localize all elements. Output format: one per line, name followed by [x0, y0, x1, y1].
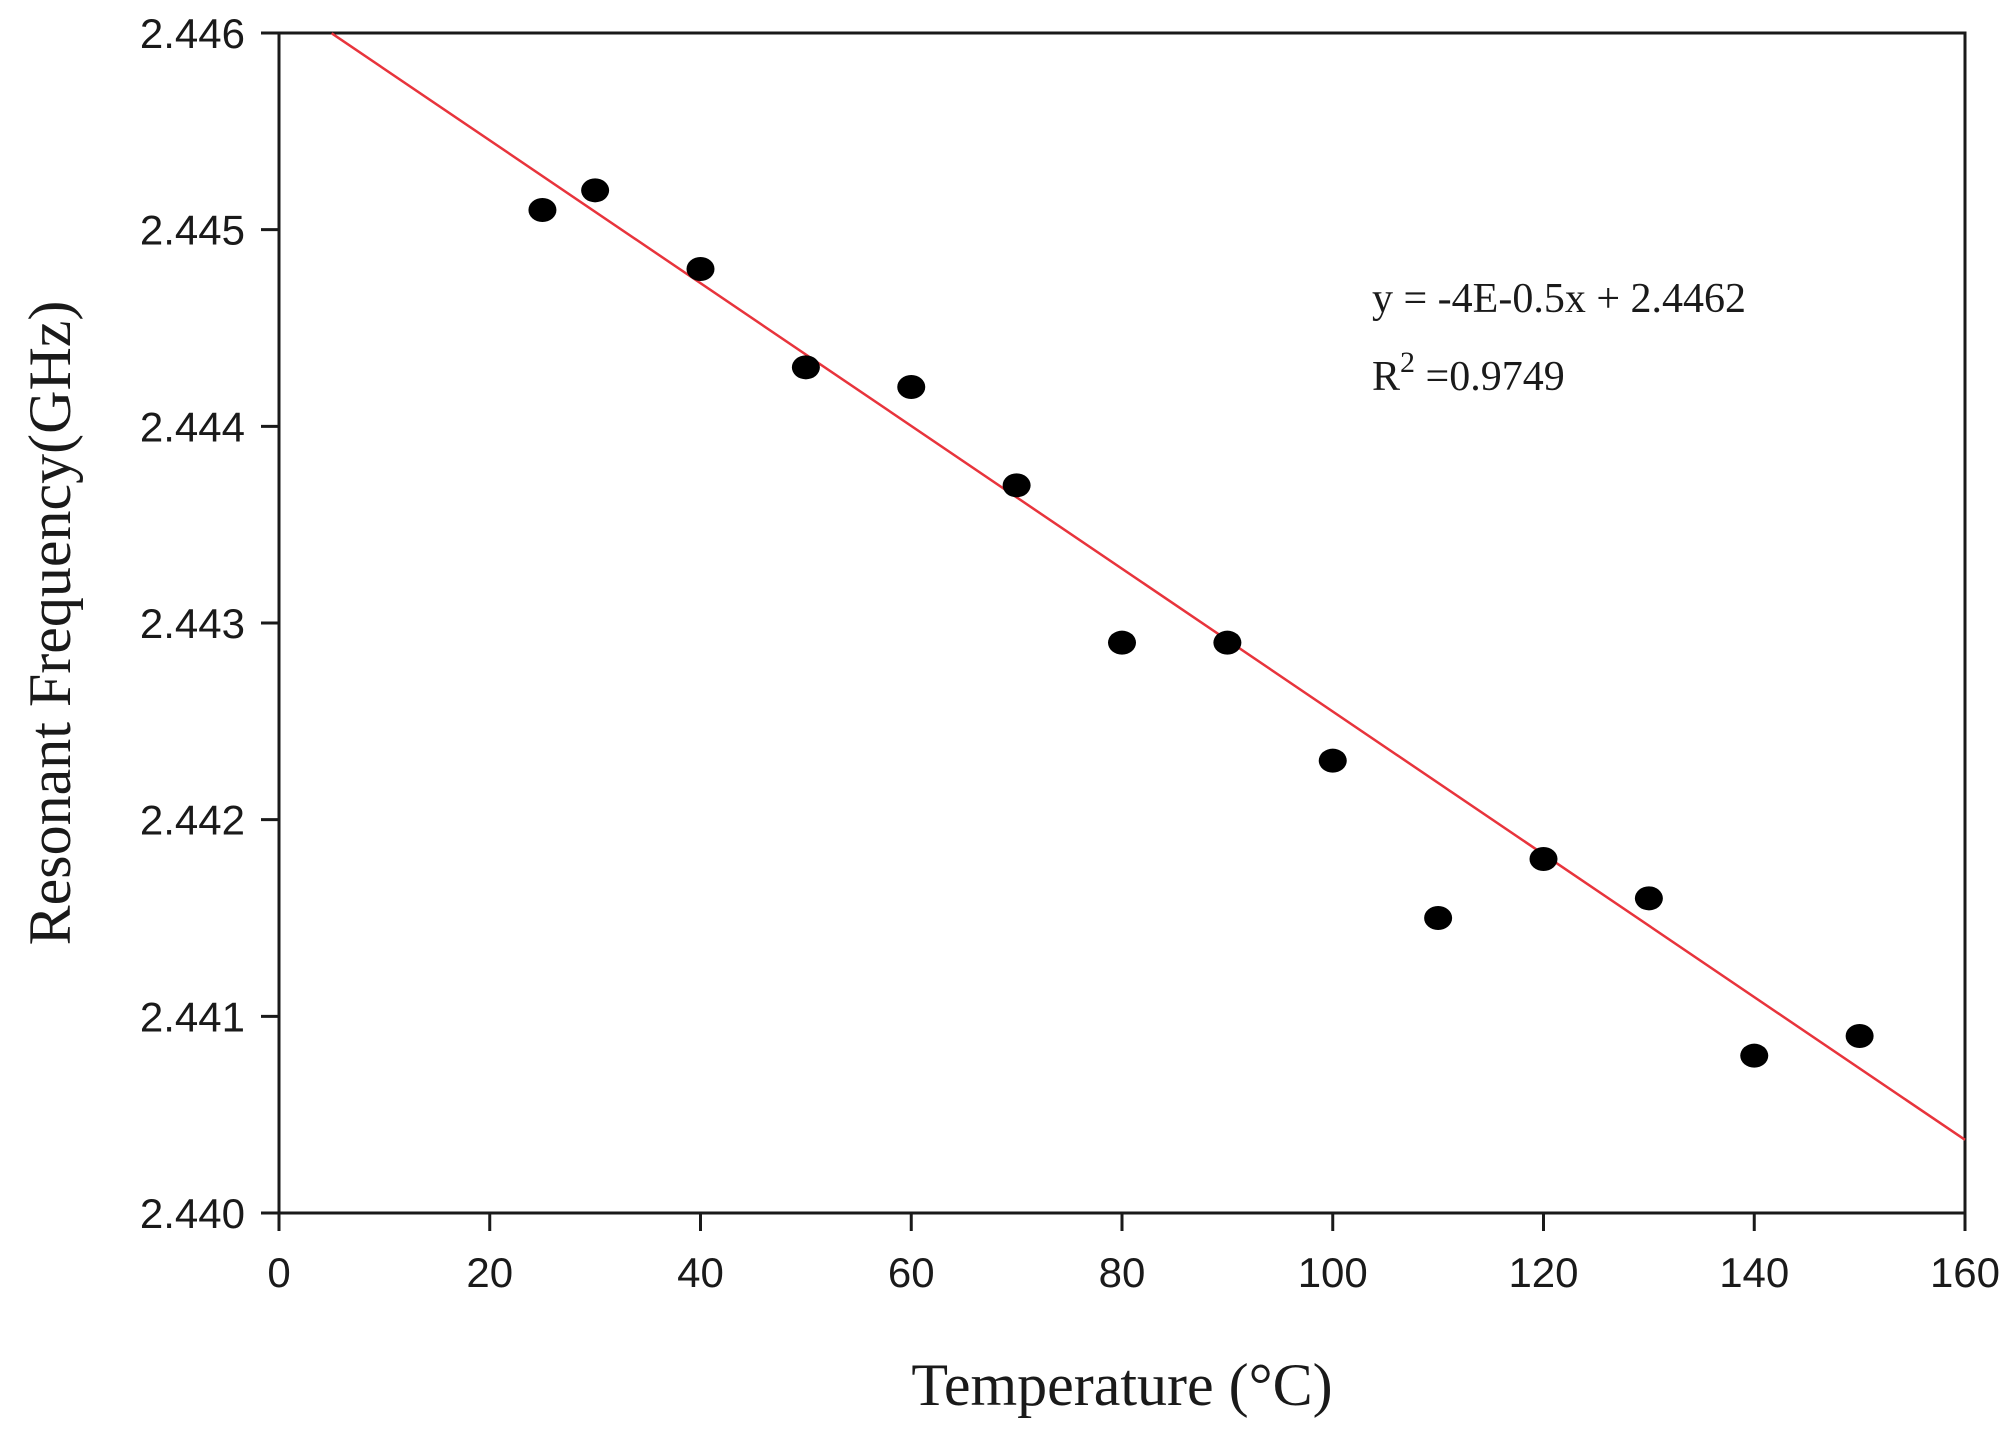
data-point	[1740, 1043, 1769, 1068]
x-tick-label: 140	[1719, 1249, 1789, 1296]
x-tick-label: 160	[1930, 1249, 2000, 1296]
x-axis-title: Temperature (°C)	[911, 1352, 1332, 1418]
y-tick-label: 2.443	[140, 600, 245, 647]
x-tick-label: 80	[1099, 1249, 1146, 1296]
data-point	[528, 198, 557, 222]
data-point	[1634, 886, 1663, 911]
equation-label: y = -4E-0.5x + 2.4462	[1372, 276, 1746, 322]
x-tick-label: 60	[888, 1249, 935, 1296]
data-point	[897, 375, 926, 399]
y-axis-ticks: 2.440 2.441 2.442 2.443 2.444 2.445 2.446	[140, 10, 279, 1237]
y-tick-label: 2.444	[140, 403, 245, 450]
y-tick-label: 2.440	[140, 1190, 245, 1237]
data-point	[686, 257, 715, 281]
data-point	[1845, 1024, 1874, 1048]
data-point	[1002, 473, 1031, 498]
y-tick-label: 2.446	[140, 10, 245, 57]
r-squared-label: R2 =0.9749	[1372, 346, 1565, 400]
data-point	[1108, 630, 1136, 655]
x-axis-ticks: 0 20 40 60 80 100 120 140 160	[267, 1213, 2000, 1296]
data-point	[791, 355, 820, 380]
x-tick-label: 100	[1298, 1249, 1368, 1296]
data-point	[1529, 847, 1558, 871]
data-point	[581, 178, 610, 203]
x-tick-label: 0	[267, 1249, 290, 1296]
x-tick-label: 20	[466, 1249, 513, 1296]
x-tick-label: 40	[677, 1249, 724, 1296]
y-tick-label: 2.442	[140, 797, 245, 844]
y-axis-title: Resonant Frequency(GHz)	[17, 301, 83, 946]
x-tick-label: 120	[1508, 1249, 1578, 1296]
trendline	[330, 32, 1966, 1141]
data-points	[528, 178, 1874, 1068]
data-point	[1213, 630, 1242, 655]
y-tick-label: 2.441	[140, 993, 245, 1040]
data-point	[1424, 906, 1453, 930]
y-tick-label: 2.445	[140, 207, 245, 254]
data-point	[1318, 748, 1347, 773]
